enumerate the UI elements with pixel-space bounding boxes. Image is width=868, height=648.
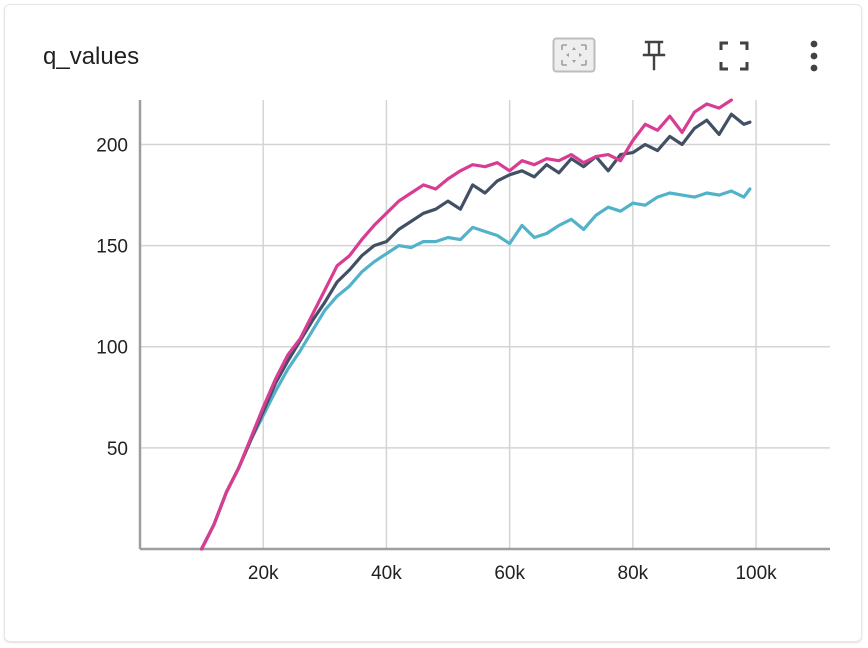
- x-tick-label: 40k: [371, 563, 402, 584]
- fit-domain-button[interactable]: [552, 34, 596, 78]
- x-tick-label: 20k: [248, 563, 279, 584]
- pin-icon: [642, 40, 666, 71]
- x-tick-label: 100k: [735, 563, 777, 584]
- series-line-3: [200, 187, 752, 551]
- card-title: q_values: [43, 43, 140, 70]
- fullscreen-button[interactable]: [712, 34, 756, 78]
- fullscreen-icon: [719, 41, 749, 71]
- fit-to-data-icon: [552, 37, 596, 73]
- y-tick-label: 200: [96, 135, 128, 156]
- more-options-button[interactable]: [792, 34, 836, 78]
- y-tick-label: 150: [96, 237, 128, 258]
- pin-button[interactable]: [632, 34, 676, 78]
- series-line-2: [200, 112, 752, 551]
- x-tick-label: 80k: [618, 563, 649, 584]
- more-vert-icon: [810, 40, 818, 72]
- chart-card: q_values: [4, 4, 862, 642]
- series-line-1: [200, 98, 733, 551]
- y-tick-label: 50: [107, 439, 128, 460]
- y-tick-label: 100: [96, 338, 128, 359]
- x-tick-label: 60k: [494, 563, 525, 584]
